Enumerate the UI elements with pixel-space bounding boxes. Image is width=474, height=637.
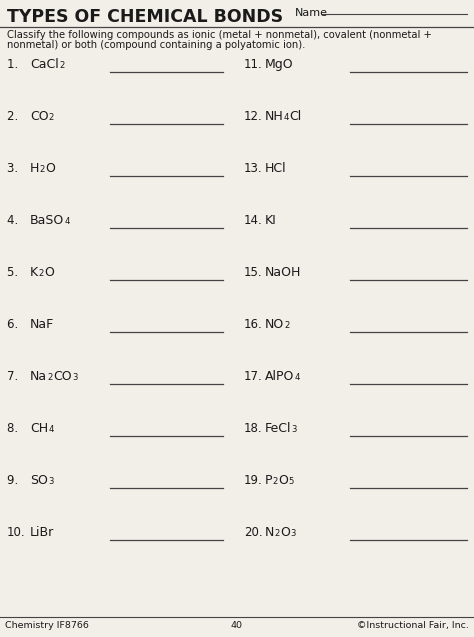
Text: 17.: 17. (244, 370, 263, 383)
Text: Classify the following compounds as ionic (metal + nonmetal), covalent (nonmetal: Classify the following compounds as ioni… (7, 30, 432, 40)
Text: O: O (278, 474, 288, 487)
Text: 19.: 19. (244, 474, 263, 487)
Text: 4.: 4. (7, 214, 26, 227)
Text: Name: Name (295, 8, 328, 18)
Text: ©Instructional Fair, Inc.: ©Instructional Fair, Inc. (357, 621, 469, 630)
Text: 16.: 16. (244, 318, 263, 331)
Text: CO: CO (30, 110, 49, 123)
Text: 40: 40 (231, 621, 243, 630)
Text: 2: 2 (40, 166, 45, 175)
Text: CH: CH (30, 422, 48, 435)
Text: 13.: 13. (244, 162, 263, 175)
Text: Cl: Cl (290, 110, 302, 123)
Text: HCl: HCl (265, 162, 287, 175)
Text: 3: 3 (48, 478, 54, 487)
Text: 20.: 20. (244, 526, 263, 539)
Text: NaOH: NaOH (265, 266, 301, 279)
Text: 5.: 5. (7, 266, 26, 279)
Text: 5: 5 (289, 478, 294, 487)
Text: MgO: MgO (265, 58, 293, 71)
Text: O: O (46, 162, 55, 175)
Text: CO: CO (53, 370, 72, 383)
Text: nonmetal) or both (compound containing a polyatomic ion).: nonmetal) or both (compound containing a… (7, 40, 305, 50)
Text: O: O (280, 526, 290, 539)
Text: 18.: 18. (244, 422, 263, 435)
Text: 2: 2 (59, 62, 64, 71)
Text: 3.: 3. (7, 162, 26, 175)
Text: 2: 2 (49, 113, 55, 122)
Text: AlPO: AlPO (265, 370, 294, 383)
Text: 1.: 1. (7, 58, 26, 71)
Text: 8.: 8. (7, 422, 26, 435)
Text: 2.: 2. (7, 110, 26, 123)
Text: Na: Na (30, 370, 47, 383)
Text: FeCl: FeCl (265, 422, 292, 435)
Text: NaF: NaF (30, 318, 54, 331)
Text: Chemistry IF8766: Chemistry IF8766 (5, 621, 89, 630)
Text: 7.: 7. (7, 370, 26, 383)
Text: P: P (265, 474, 273, 487)
Text: 4: 4 (48, 426, 54, 434)
Text: 2: 2 (273, 478, 278, 487)
Text: NH: NH (265, 110, 284, 123)
Text: 3: 3 (72, 373, 77, 382)
Text: 4: 4 (295, 373, 300, 382)
Text: 3: 3 (292, 426, 297, 434)
Text: 6.: 6. (7, 318, 26, 331)
Text: 11.: 11. (244, 58, 263, 71)
Text: 15.: 15. (244, 266, 263, 279)
Text: NO: NO (265, 318, 284, 331)
Text: K: K (30, 266, 38, 279)
Text: 2: 2 (274, 529, 280, 538)
Text: BaSO: BaSO (30, 214, 64, 227)
Text: 9.: 9. (7, 474, 26, 487)
Text: 3: 3 (291, 529, 296, 538)
Text: 2: 2 (38, 269, 44, 278)
Text: KI: KI (265, 214, 277, 227)
Text: 2: 2 (47, 373, 53, 382)
Text: TYPES OF CHEMICAL BONDS: TYPES OF CHEMICAL BONDS (7, 8, 283, 26)
Text: LiBr: LiBr (30, 526, 54, 539)
Text: 14.: 14. (244, 214, 263, 227)
Text: 2: 2 (284, 322, 290, 331)
Text: 4: 4 (284, 113, 290, 122)
Text: CaCl: CaCl (30, 58, 59, 71)
Text: 4: 4 (64, 217, 70, 227)
Text: O: O (44, 266, 54, 279)
Text: SO: SO (30, 474, 48, 487)
Text: N: N (265, 526, 274, 539)
Text: 10.: 10. (7, 526, 26, 539)
Text: 12.: 12. (244, 110, 263, 123)
Text: H: H (30, 162, 39, 175)
